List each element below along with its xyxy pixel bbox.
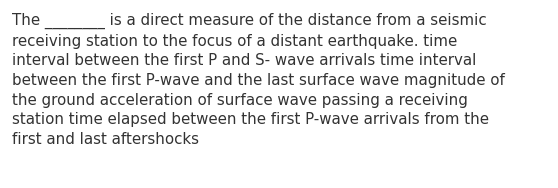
Text: The ________ is a direct measure of the distance from a seismic
receiving statio: The ________ is a direct measure of the … bbox=[12, 13, 505, 147]
